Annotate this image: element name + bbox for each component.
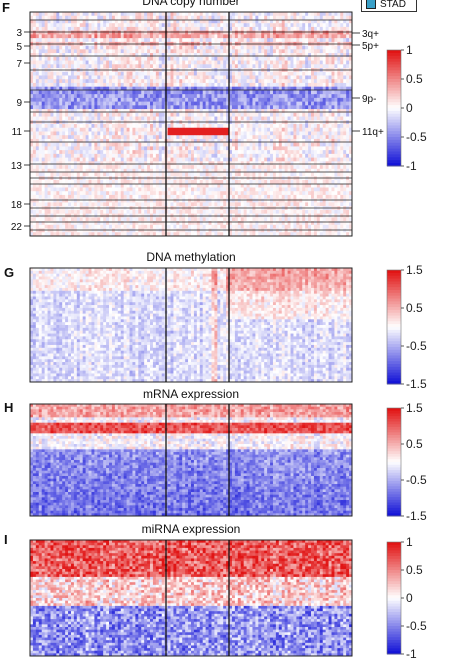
- methylation-colorbar: [386, 269, 402, 385]
- methylation-colorbar-label-0: 1.5: [406, 263, 423, 277]
- methylation-colorbar-label-2: -0.5: [406, 339, 427, 353]
- annotation-label-0: 3q+: [362, 29, 379, 40]
- panel-letter-h: H: [4, 400, 13, 415]
- annotation-label-3: 11q+: [362, 127, 384, 138]
- methylation-heatmap-g: 1.5 0.5 -0.5 -1.5: [29, 263, 427, 390]
- methylation-colorbar-label-1: 0.5: [406, 301, 423, 315]
- mrna-colorbar-label-2: -0.5: [406, 473, 427, 487]
- methylation-frame: [29, 267, 353, 383]
- row-label-chr-9: 9: [16, 98, 22, 109]
- copy-number-cells: [30, 12, 353, 237]
- panel-letter-g: G: [4, 265, 14, 280]
- legend-box: STAD: [361, 0, 417, 12]
- panel-title-f: DNA copy number: [30, 0, 352, 8]
- row-label-chr-3: 3: [16, 28, 22, 39]
- panel-letter-f: F: [2, 0, 10, 15]
- mirna-frame: [29, 539, 353, 657]
- mrna-colorbar-label-1: 0.5: [406, 437, 423, 451]
- mirna-colorbar-label-1: 0.5: [406, 563, 423, 577]
- panel-title-i: miRNA expression: [30, 522, 352, 536]
- copy-number-colorbar: [386, 49, 402, 167]
- copy-number-colorbar-label-0: 1: [406, 43, 413, 57]
- row-label-chr-11: 11: [12, 127, 23, 138]
- mrna-frame: [29, 403, 353, 517]
- mrna-cells: [30, 404, 353, 517]
- mirna-colorbar-label-0: 1: [406, 535, 413, 549]
- copy-number-colorbar-label-2: 0: [406, 101, 413, 115]
- row-label-chr-7: 7: [16, 59, 22, 70]
- panel-letter-i: I: [4, 532, 8, 547]
- copy-number-colorbar-label-4: -1: [406, 159, 417, 173]
- legend-label: STAD: [380, 0, 406, 10]
- mrna-colorbar-label-3: -1.5: [406, 509, 427, 522]
- row-label-chr-13: 13: [11, 161, 23, 172]
- annotation-label-2: 9p-: [362, 94, 376, 105]
- mirna-cells: [30, 540, 353, 657]
- mirna-colorbar-label-2: 0: [406, 591, 413, 605]
- panel-title-g: DNA methylation: [30, 250, 352, 264]
- methylation-cells: [30, 268, 353, 383]
- mirna-colorbar-label-4: -1: [406, 647, 417, 661]
- copy-number-colorbar-label-1: 0.5: [406, 72, 423, 86]
- copy-number-frame: [29, 11, 353, 237]
- methylation-colorbar-label-3: -1.5: [406, 377, 427, 390]
- row-label-chr-5: 5: [16, 42, 22, 53]
- annotation-label-1: 5p+: [362, 41, 379, 52]
- mrna-colorbar-label-0: 1.5: [406, 401, 423, 415]
- mirna-colorbar-label-3: -0.5: [406, 619, 427, 633]
- copy-number-colorbar-label-3: -0.5: [406, 130, 427, 144]
- mrna-colorbar: [386, 407, 402, 517]
- mrna-heatmap-h: 1.5 0.5 -0.5 -1.5: [29, 401, 427, 522]
- row-label-chr-22: 22: [11, 222, 23, 233]
- row-label-chr-18: 18: [11, 200, 23, 211]
- mirna-heatmap-i: 1 0.5 0 -0.5 -1: [29, 535, 427, 661]
- legend-swatch: [366, 0, 376, 9]
- mirna-colorbar: [386, 541, 402, 655]
- panel-title-h: mRNA expression: [30, 387, 352, 401]
- copy-number-heatmap-f: 3 5 7 9 11 13 18 22 3q+5p+ 9p- 11q+ 1 0.5 0 -0.5 -1: [11, 11, 427, 237]
